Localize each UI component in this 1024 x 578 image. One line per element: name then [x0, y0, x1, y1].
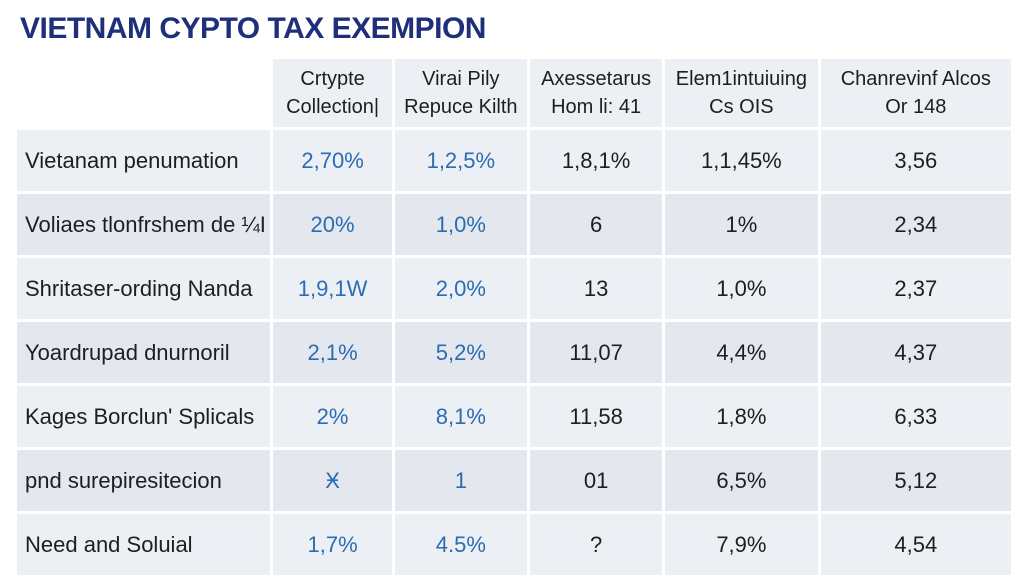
- table-row: Need and Soluial 1,7% 4.5% ? 7,9% 4,54: [17, 514, 1011, 575]
- row-label: Shritaser-ording Nanda: [17, 258, 271, 319]
- table-cell: 6,5%: [665, 450, 818, 511]
- table-cell: 1,1,45%: [665, 130, 818, 191]
- table-cell: 5,2%: [394, 322, 527, 383]
- table-row: Yoardrupad dnurnoril 2,1% 5,2% 11,07 4,4…: [17, 322, 1011, 383]
- table-cell: 1,8,1%: [529, 130, 663, 191]
- table-cell: 2,0%: [394, 258, 527, 319]
- column-header-line: Cs OIS: [709, 96, 774, 118]
- table-cell: 8,1%: [394, 386, 527, 447]
- row-label: Vietanam penumation: [17, 130, 271, 191]
- table-cell: 2%: [273, 386, 392, 447]
- row-label: Kages Borclun' Splicals: [17, 386, 271, 447]
- table-cell: 1,0%: [665, 258, 818, 319]
- table-header-row: Crtypte Collection| Virai Pily Repuce Ki…: [17, 59, 1011, 127]
- row-label: Need and Soluial: [17, 514, 271, 575]
- table-row: Voliaes tlonfrshem de ¼I 20% 1,0% 6 1% 2…: [17, 194, 1011, 255]
- table-cell: 7,9%: [665, 514, 818, 575]
- table-cell: 1,9,1W: [273, 258, 392, 319]
- table-cell: 11,58: [529, 386, 663, 447]
- column-header-line: Hom li: 41: [551, 96, 642, 118]
- table-row: Vietanam penumation 2,70% 1,2,5% 1,8,1% …: [17, 130, 1011, 191]
- header-corner: [17, 59, 271, 127]
- table-cell: 20%: [273, 194, 392, 255]
- table-cell: 11,07: [529, 322, 663, 383]
- table-cell: 4,37: [820, 322, 1011, 383]
- tax-table: Crtypte Collection| Virai Pily Repuce Ki…: [14, 56, 1014, 578]
- table-cell: 1,2,5%: [394, 130, 527, 191]
- table-cell: 4.5%: [394, 514, 527, 575]
- table-cell: 6,33: [820, 386, 1011, 447]
- table-cell: 1,0%: [394, 194, 527, 255]
- column-header-line: Virai Pily: [422, 68, 500, 90]
- table-cell: 1: [394, 450, 527, 511]
- table-cell: 13: [529, 258, 663, 319]
- column-header-line: Axessetarus: [541, 68, 652, 90]
- table-cell: 2,37: [820, 258, 1011, 319]
- table-cell: ?: [529, 514, 663, 575]
- column-header-line: Or 148: [885, 96, 947, 118]
- page-title: VIETNAM CYPTO TAX EXEMPION: [20, 12, 486, 45]
- tax-table-container: Crtypte Collection| Virai Pily Repuce Ki…: [14, 56, 1014, 578]
- table-row: Shritaser-ording Nanda 1,9,1W 2,0% 13 1,…: [17, 258, 1011, 319]
- column-header: Virai Pily Repuce Kilth: [394, 59, 527, 127]
- column-header-line: Repuce Kilth: [404, 96, 518, 118]
- row-label: Voliaes tlonfrshem de ¼I: [17, 194, 271, 255]
- table-cell: 4,54: [820, 514, 1011, 575]
- column-header-line: Crtypte: [300, 68, 365, 90]
- table-cell: 4,4%: [665, 322, 818, 383]
- table-cell: 3,56: [820, 130, 1011, 191]
- table-cell: Ӿ: [273, 450, 392, 511]
- table-row: pnd surepiresitecion Ӿ 1 01 6,5% 5,12: [17, 450, 1011, 511]
- column-header-line: Chanrevinf Alcos: [840, 68, 991, 90]
- column-header: Chanrevinf Alcos Or 148: [820, 59, 1011, 127]
- table-cell: 01: [529, 450, 663, 511]
- row-label: Yoardrupad dnurnoril: [17, 322, 271, 383]
- table-cell: 2,1%: [273, 322, 392, 383]
- column-header: Axessetarus Hom li: 41: [529, 59, 663, 127]
- table-cell: 2,34: [820, 194, 1011, 255]
- table-cell: 2,70%: [273, 130, 392, 191]
- table-cell: 5,12: [820, 450, 1011, 511]
- column-header-line: Elem1intuiuing: [675, 68, 807, 90]
- table-row: Kages Borclun' Splicals 2% 8,1% 11,58 1,…: [17, 386, 1011, 447]
- row-label: pnd surepiresitecion: [17, 450, 271, 511]
- table-cell: 1%: [665, 194, 818, 255]
- column-header: Crtypte Collection|: [273, 59, 392, 127]
- column-header-line: Collection|: [286, 96, 380, 118]
- column-header: Elem1intuiuing Cs OIS: [665, 59, 818, 127]
- table-cell: 6: [529, 194, 663, 255]
- table-cell: 1,7%: [273, 514, 392, 575]
- table-cell: 1,8%: [665, 386, 818, 447]
